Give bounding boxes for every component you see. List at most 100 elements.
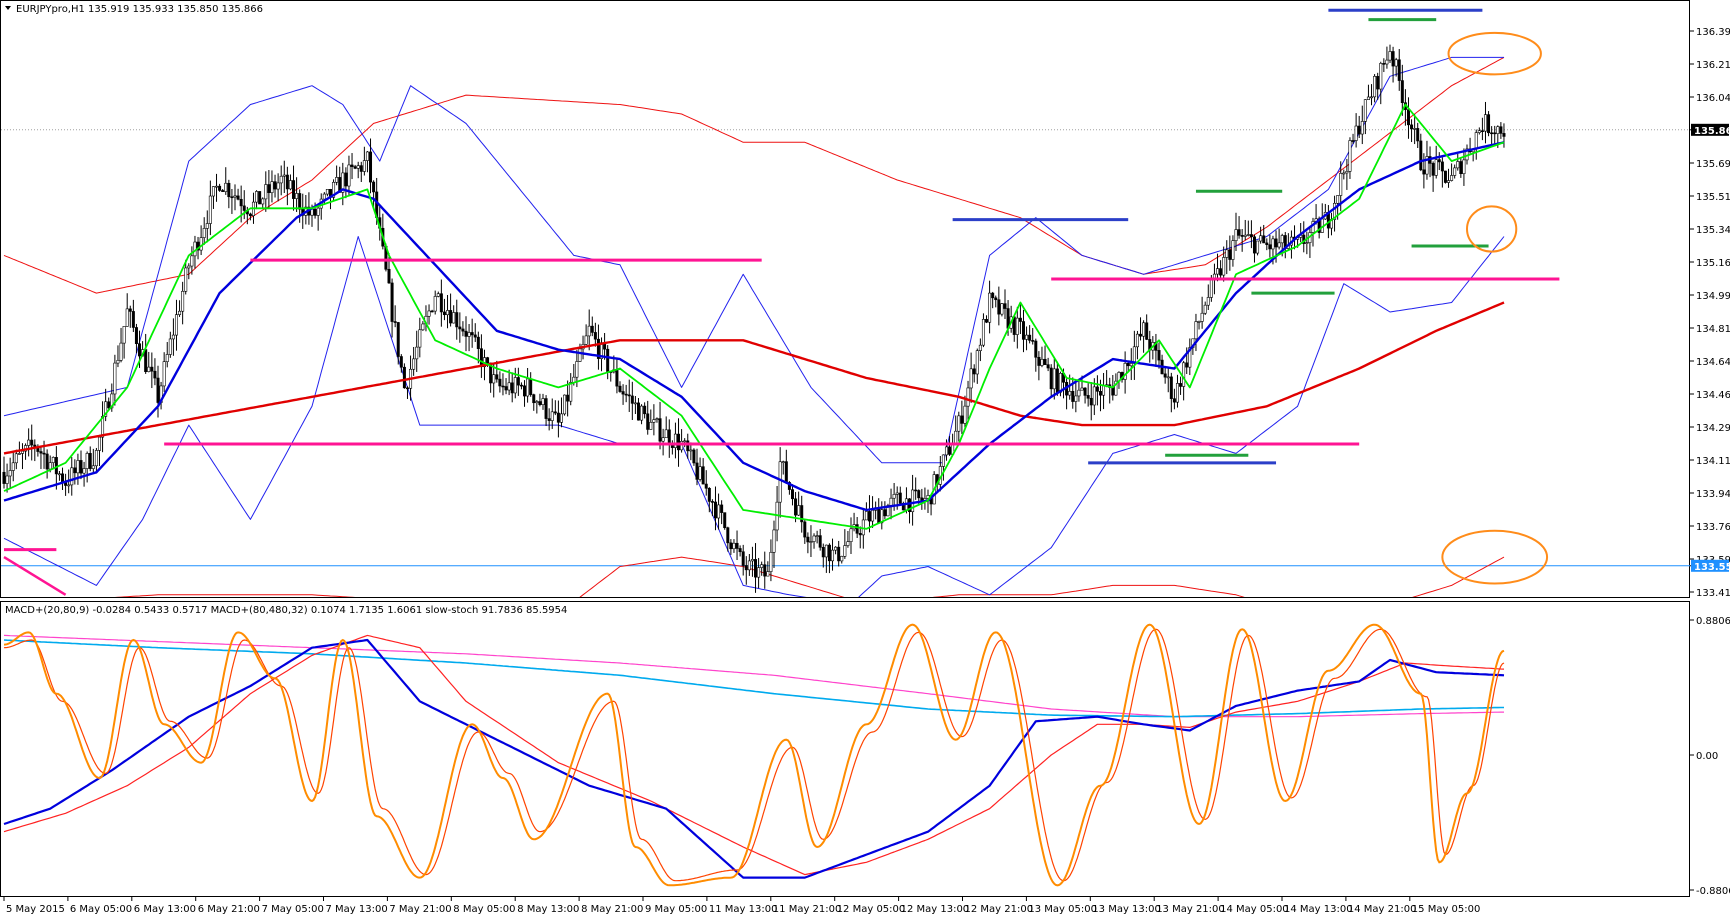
highlight-ellipse[interactable]	[1441, 529, 1549, 585]
x-tick-label: 7 May 13:00	[326, 904, 388, 915]
candle	[1480, 117, 1484, 141]
candle	[587, 309, 591, 351]
candle	[461, 321, 465, 337]
candle	[94, 447, 98, 474]
candle	[710, 499, 714, 517]
highlight-ellipse[interactable]	[1447, 31, 1542, 76]
candle	[994, 295, 998, 308]
candle	[372, 180, 376, 208]
candle	[519, 382, 523, 390]
candle	[621, 384, 625, 405]
candle	[255, 190, 259, 210]
candle	[261, 197, 265, 208]
candle	[1499, 122, 1503, 139]
candle	[661, 428, 665, 456]
x-tick-label: 12 May 05:00	[837, 904, 906, 915]
candle	[911, 474, 915, 526]
candle	[5, 463, 9, 493]
macd-fast-signal-line	[3, 634, 1505, 876]
candle	[763, 551, 767, 589]
candle	[116, 345, 120, 368]
candle	[596, 324, 600, 370]
candle	[1370, 84, 1374, 106]
candle	[824, 544, 828, 573]
x-tick-label: 12 May 21:00	[965, 904, 1034, 915]
candle	[1363, 99, 1367, 135]
candle	[353, 164, 357, 170]
candle	[233, 184, 237, 211]
candle	[439, 279, 443, 327]
candle	[556, 400, 560, 438]
candle	[1135, 330, 1139, 360]
oscillator-panel[interactable]	[3, 623, 1505, 887]
candle	[396, 321, 400, 365]
candle	[867, 495, 871, 533]
candle	[1268, 234, 1272, 258]
candle	[1422, 153, 1426, 189]
candle	[1037, 351, 1041, 381]
candle	[584, 324, 588, 346]
trend-line[interactable]	[3, 556, 67, 596]
candle	[107, 397, 111, 410]
candle	[1252, 234, 1256, 263]
candle	[1028, 325, 1032, 344]
candle	[399, 354, 403, 373]
candle	[812, 533, 816, 549]
candle	[898, 486, 902, 504]
candle	[332, 179, 336, 201]
candle	[726, 526, 730, 552]
osc-y-tick-label: 0.00	[1696, 751, 1718, 762]
candle	[1095, 375, 1099, 406]
x-tick-label: 5 May 2015	[6, 904, 65, 915]
candle	[880, 501, 884, 530]
x-tick-label: 7 May 05:00	[262, 904, 324, 915]
x-tick-label: 8 May 05:00	[453, 904, 515, 915]
price-panel[interactable]	[1, 8, 1690, 613]
y-tick-label: 135.515	[1696, 192, 1730, 203]
x-tick-label: 6 May 21:00	[198, 904, 260, 915]
candle	[553, 400, 557, 416]
candle	[27, 428, 31, 457]
candle	[104, 388, 108, 422]
candle	[559, 397, 563, 428]
candle	[680, 429, 684, 453]
highlight-ellipse[interactable]	[1466, 205, 1518, 253]
candle	[1360, 105, 1364, 145]
y-tick-label: 134.465	[1696, 390, 1730, 401]
collapse-triangle-icon[interactable]	[5, 6, 11, 10]
candle	[664, 416, 668, 439]
candle	[113, 354, 117, 406]
candle	[627, 379, 631, 412]
candle	[707, 487, 711, 513]
candle	[1397, 49, 1401, 91]
candle	[704, 470, 708, 496]
candle	[147, 351, 151, 373]
x-tick-label: 11 May 21:00	[773, 904, 842, 915]
candle	[840, 555, 844, 564]
candle	[1225, 240, 1229, 275]
price-tag	[1691, 123, 1729, 136]
candle	[51, 456, 55, 469]
candle	[1305, 231, 1309, 255]
x-tick-label: 15 May 05:00	[1412, 904, 1481, 915]
candle	[1459, 157, 1463, 178]
candle	[1447, 168, 1451, 188]
candle	[1129, 348, 1133, 381]
candle	[1234, 212, 1238, 251]
ema-fast-line	[3, 103, 1505, 530]
price-tag-label: 135.866	[1694, 126, 1730, 137]
candle	[455, 299, 459, 340]
candle	[153, 358, 157, 386]
candle	[162, 352, 166, 392]
candle	[427, 304, 431, 325]
candle	[1434, 145, 1438, 179]
candle	[1049, 364, 1053, 397]
candle	[1040, 346, 1044, 368]
candle	[948, 436, 952, 456]
candle	[202, 217, 206, 245]
candle	[843, 529, 847, 559]
candle	[14, 449, 18, 470]
candle	[30, 424, 34, 461]
candle	[837, 540, 841, 567]
candle	[507, 369, 511, 396]
